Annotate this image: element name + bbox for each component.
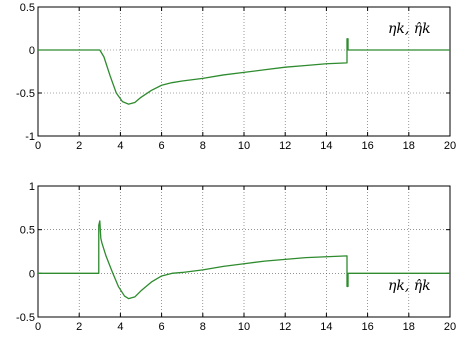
- series-line: [38, 220, 450, 300]
- x-tick-label: 16: [361, 321, 373, 333]
- top-chart: 0 2 4 6 8 10 12 14 16 18 20 -1 -0.5 0 0.5 ηk, η̂k: [16, 2, 456, 152]
- eta-annotation: ηk, η̂k: [388, 278, 431, 294]
- x-tick-label: 10: [238, 140, 250, 152]
- y-tick-label: -1: [25, 131, 35, 143]
- y-tick-label: -0.5: [16, 312, 35, 324]
- x-tick-label: 6: [159, 140, 165, 152]
- x-tick-label: 10: [238, 321, 250, 333]
- y-tick-label: 1: [29, 181, 35, 193]
- x-tick-label: 18: [403, 321, 415, 333]
- eta-annotation: ηk, η̂k: [388, 21, 431, 37]
- x-tick-label: 14: [320, 321, 332, 333]
- x-tick-label: 14: [320, 140, 332, 152]
- y-tick-label: 0: [29, 268, 35, 280]
- x-tick-label: 12: [279, 321, 291, 333]
- x-tick-label: 8: [200, 140, 206, 152]
- x-tick-label: 2: [76, 140, 82, 152]
- y-tick-label: 0.5: [20, 225, 35, 237]
- x-tick-label: 16: [361, 140, 373, 152]
- x-tick-label: 2: [76, 321, 82, 333]
- x-tick-label: 6: [159, 321, 165, 333]
- x-tick-label: 0: [35, 140, 41, 152]
- y-tick-label: 0.5: [20, 2, 35, 14]
- x-tick-label: 8: [200, 321, 206, 333]
- x-tick-label: 4: [117, 140, 123, 152]
- x-tick-label: 0: [35, 321, 41, 333]
- x-tick-label: 20: [444, 321, 456, 333]
- x-tick-label: 4: [117, 321, 123, 333]
- x-tick-label: 18: [403, 140, 415, 152]
- y-tick-label: -0.5: [16, 88, 35, 100]
- x-tick-label: 12: [279, 140, 291, 152]
- y-tick-label: 0: [29, 45, 35, 57]
- x-tick-label: 20: [444, 140, 456, 152]
- series-line: [38, 38, 450, 105]
